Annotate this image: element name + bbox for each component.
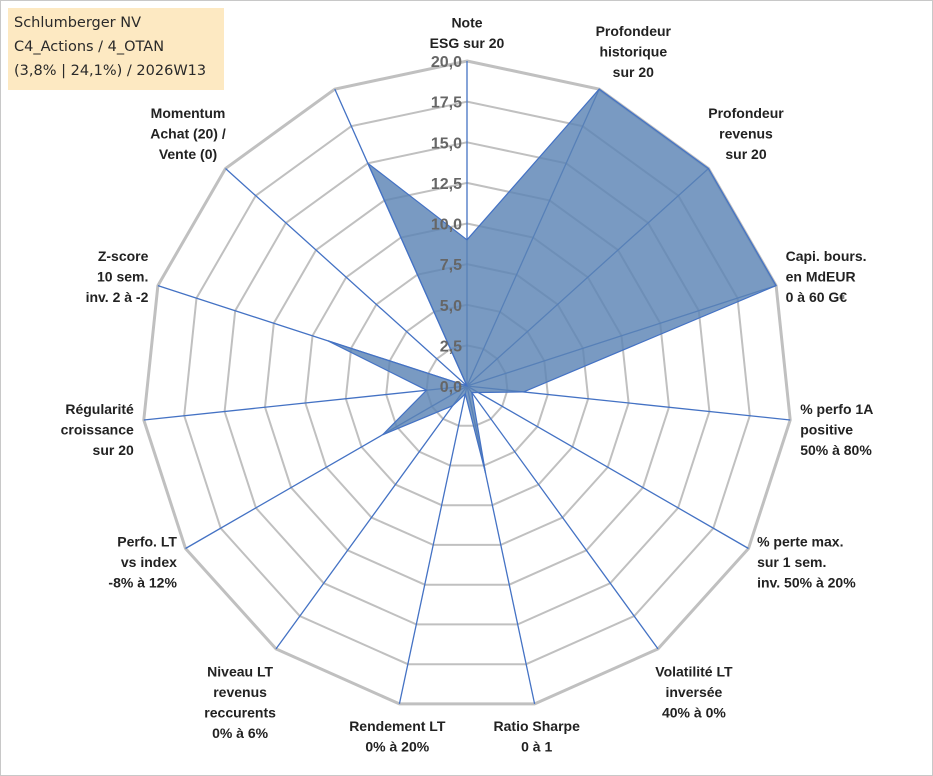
axis-label-3: Capi. bours. en MdEUR 0 à 60 G€ bbox=[786, 248, 867, 305]
axis-label-2: Profondeur revenus sur 20 bbox=[708, 105, 784, 162]
axis-label-6-line-1: inversée bbox=[665, 684, 722, 700]
axis-label-9-line-2: reccurents bbox=[204, 705, 276, 721]
axis-label-7-line-1: 0 à 1 bbox=[521, 739, 552, 755]
axis-label-11-line-1: croissance bbox=[61, 421, 134, 437]
spoke-11 bbox=[143, 385, 468, 421]
tick-label-2: 5,0 bbox=[440, 298, 462, 315]
tick-label-1: 2,5 bbox=[440, 338, 462, 355]
axis-label-2-line-0: Profondeur bbox=[708, 105, 784, 121]
axis-label-12-line-2: inv. 2 à -2 bbox=[86, 289, 149, 305]
axis-label-12-line-0: Z-score bbox=[98, 248, 149, 264]
axis-label-10-line-0: Perfo. LT bbox=[117, 533, 177, 549]
axis-label-10-line-1: vs index bbox=[121, 554, 177, 570]
axis-label-6-line-2: 40% à 0% bbox=[662, 705, 726, 721]
axis-label-9-line-0: Niveau LT bbox=[207, 664, 273, 680]
axis-label-13: Momentum Achat (20) / Vente (0) bbox=[150, 105, 226, 162]
axis-label-3-line-2: 0 à 60 G€ bbox=[786, 289, 848, 305]
tick-label-0: 0,0 bbox=[440, 379, 462, 396]
axis-label-1-line-1: historique bbox=[599, 44, 667, 60]
spoke-5 bbox=[466, 385, 749, 550]
axis-label-0-line-1: ESG sur 20 bbox=[430, 35, 505, 51]
axis-label-9-line-1: revenus bbox=[213, 684, 267, 700]
axis-label-1-line-2: sur 20 bbox=[613, 64, 654, 80]
axis-label-6: Volatilité LT inversée 40% à 0% bbox=[655, 664, 733, 721]
axis-label-1: Profondeur historique sur 20 bbox=[596, 23, 672, 80]
tick-label-5: 12,5 bbox=[431, 176, 462, 193]
axis-label-11-line-2: sur 20 bbox=[93, 442, 134, 458]
axis-label-5-line-1: sur 1 sem. bbox=[757, 554, 826, 570]
axis-label-10: Perfo. LT vs index -8% à 12% bbox=[108, 533, 177, 590]
series-area bbox=[327, 88, 777, 474]
title-box: Schlumberger NV C4_Actions / 4_OTAN (3,8… bbox=[8, 8, 224, 90]
spoke-6 bbox=[466, 385, 659, 650]
axis-label-1-line-0: Profondeur bbox=[596, 23, 672, 39]
axis-label-13-line-0: Momentum bbox=[151, 105, 226, 121]
axis-label-0: Note ESG sur 20 bbox=[430, 15, 505, 52]
tick-label-7: 17,5 bbox=[431, 95, 462, 112]
axis-label-10-line-2: -8% à 12% bbox=[108, 574, 177, 590]
tick-label-4: 10,0 bbox=[431, 217, 462, 234]
axis-label-8: Rendement LT 0% à 20% bbox=[349, 718, 446, 755]
axis-label-9: Niveau LT revenus reccurents 0% à 6% bbox=[204, 664, 276, 742]
axis-label-2-line-1: revenus bbox=[719, 125, 773, 141]
axis-labels: Note ESG sur 20 Profondeur historique sur 20… bbox=[61, 15, 874, 755]
axis-label-2-line-2: sur 20 bbox=[725, 146, 766, 162]
axis-label-5: % perte max. sur 1 sem. inv. 50% à 20% bbox=[757, 533, 856, 590]
axis-label-8-line-1: 0% à 20% bbox=[365, 739, 429, 755]
axis-label-4: % perfo 1A positive 50% à 80% bbox=[800, 401, 873, 458]
axis-label-13-line-2: Vente (0) bbox=[159, 146, 217, 162]
axis-label-4-line-1: positive bbox=[800, 421, 853, 437]
axis-label-4-line-2: 50% à 80% bbox=[800, 442, 872, 458]
axis-label-7-line-0: Ratio Sharpe bbox=[494, 718, 581, 734]
axis-label-12-line-1: 10 sem. bbox=[97, 269, 148, 285]
title-line-2: C4_Actions / 4_OTAN bbox=[14, 39, 165, 55]
spoke-8 bbox=[398, 385, 468, 705]
axis-label-11: Régularité croissance sur 20 bbox=[61, 401, 134, 458]
title-line-1: Schlumberger NV bbox=[14, 15, 142, 31]
axis-label-5-line-2: inv. 50% à 20% bbox=[757, 574, 856, 590]
axis-label-0-line-0: Note bbox=[451, 15, 482, 31]
axis-label-9-line-3: 0% à 6% bbox=[212, 725, 269, 741]
axis-label-4-line-0: % perfo 1A bbox=[800, 401, 873, 417]
spoke-13 bbox=[225, 168, 468, 387]
axis-label-6-line-0: Volatilité LT bbox=[655, 664, 733, 680]
axis-label-11-line-0: Régularité bbox=[65, 401, 134, 417]
tick-label-3: 7,5 bbox=[440, 257, 462, 274]
title-line-3: (3,8% | 24,1%) / 2026W13 bbox=[14, 63, 207, 79]
axis-label-7: Ratio Sharpe 0 à 1 bbox=[494, 718, 581, 755]
axis-label-3-line-0: Capi. bours. bbox=[786, 248, 867, 264]
axis-label-13-line-1: Achat (20) / bbox=[150, 125, 226, 141]
axis-label-12: Z-score 10 sem. inv. 2 à -2 bbox=[86, 248, 149, 305]
tick-label-8: 20,0 bbox=[431, 54, 462, 71]
axis-label-3-line-1: en MdEUR bbox=[786, 269, 856, 285]
radar-series bbox=[327, 88, 777, 474]
radial-tick-labels: 0,0 2,5 5,0 7,5 10,0 12,5 15,0 17,5 20,0 bbox=[431, 54, 462, 396]
axis-label-5-line-0: % perte max. bbox=[757, 533, 843, 549]
tick-label-6: 15,0 bbox=[431, 135, 462, 152]
axis-label-8-line-0: Rendement LT bbox=[349, 718, 446, 734]
spoke-9 bbox=[275, 385, 468, 650]
